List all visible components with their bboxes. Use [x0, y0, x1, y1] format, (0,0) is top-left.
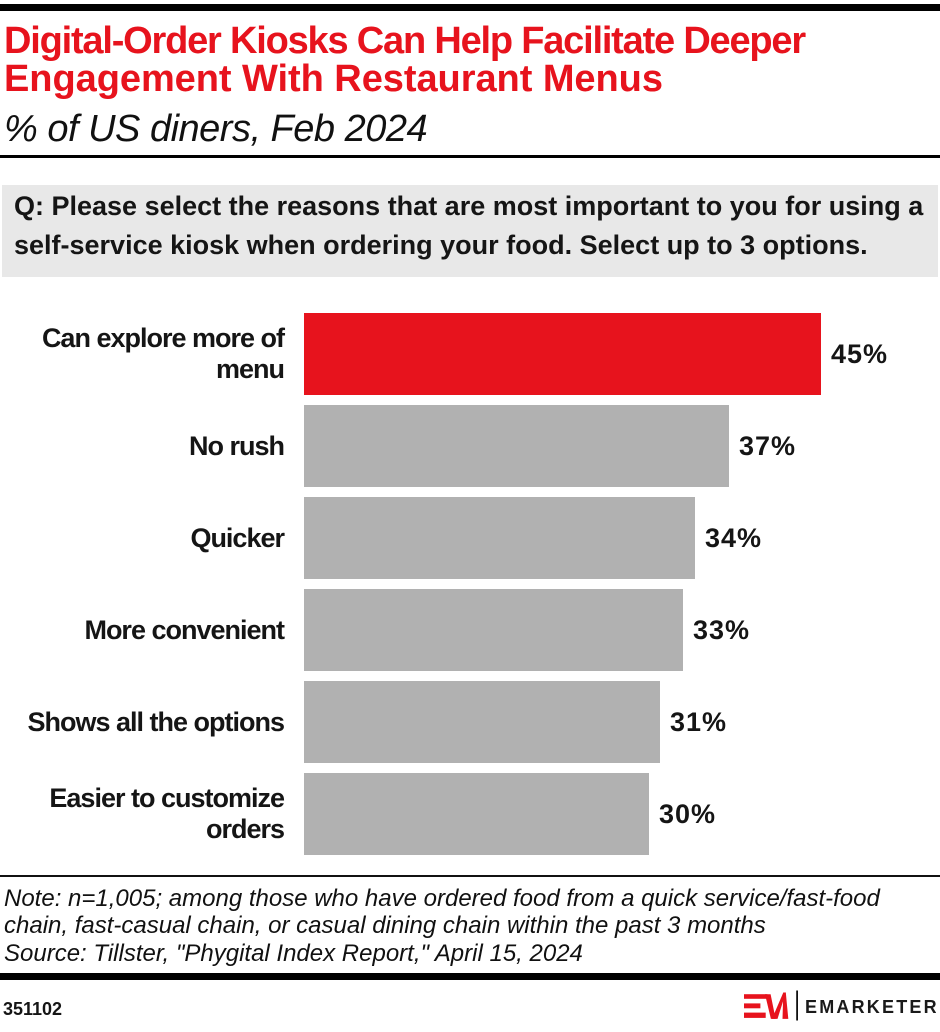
svg-text:EMARKETER: EMARKETER: [805, 997, 936, 1017]
